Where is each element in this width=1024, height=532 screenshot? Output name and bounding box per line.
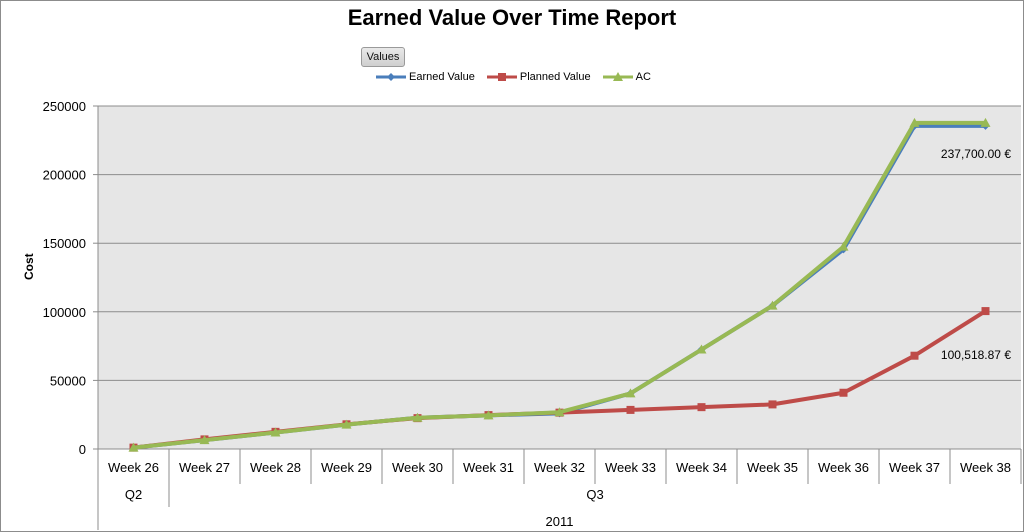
x-tick-label-7: Week 33 [605, 460, 656, 475]
point-ac-9 [767, 300, 778, 310]
y-tick-label-2: 100000 [43, 305, 86, 320]
legend: Earned Value Planned Value AC [376, 71, 663, 83]
point-planned-value-11 [910, 351, 919, 360]
point-planned-value-10 [839, 388, 848, 397]
x-tick-label-3: Week 29 [321, 460, 372, 475]
x-tick-label-5: Week 31 [463, 460, 514, 475]
chart-title: Earned Value Over Time Report [347, 5, 677, 30]
legend-swatch-planned-value [486, 73, 517, 81]
values-filter-button[interactable]: Values [361, 47, 405, 67]
x-tick-label-4: Week 30 [392, 460, 443, 475]
legend-item-earned-value[interactable]: Earned Value [376, 71, 475, 83]
x-tick-label-6: Week 32 [534, 460, 585, 475]
point-ac-3 [341, 419, 352, 429]
point-ac-1 [199, 435, 210, 445]
legend-item-ac[interactable]: AC [602, 71, 651, 83]
y-tick-label-0: 0 [79, 442, 86, 457]
x-tick-label-1: Week 27 [179, 460, 230, 475]
point-ac-10 [838, 241, 849, 251]
point-ac-11 [909, 117, 920, 127]
point-ac-5 [483, 410, 494, 420]
plot-area [98, 106, 1021, 449]
x-tick-label-11: Week 37 [889, 460, 940, 475]
point-ac-2 [270, 427, 281, 437]
point-ac-8 [696, 344, 707, 354]
x-tick-label-0: Week 26 [108, 460, 159, 475]
x-tick-label-10: Week 36 [818, 460, 869, 475]
legend-item-planned-value[interactable]: Planned Value [486, 71, 591, 83]
legend-swatch-ac [602, 72, 633, 81]
year-label: 2011 [546, 514, 574, 529]
legend-label-ac: AC [635, 71, 651, 83]
point-ac-7 [625, 388, 636, 398]
y-tick-label-1: 50000 [50, 373, 86, 388]
x-tick-label-2: Week 28 [250, 460, 301, 475]
point-ac-6 [554, 407, 565, 417]
point-planned-value-9 [768, 400, 777, 409]
data-label-1: 100,518.87 € [941, 348, 1011, 362]
y-tick-label-4: 200000 [43, 168, 86, 183]
point-planned-value-12 [981, 307, 990, 316]
x-tick-label-8: Week 34 [676, 460, 727, 475]
legend-label-earned-value: Earned Value [409, 71, 475, 83]
point-ac-4 [412, 412, 423, 422]
x-tick-label-9: Week 35 [747, 460, 798, 475]
legend-label-planned-value: Planned Value [519, 71, 591, 83]
point-planned-value-8 [697, 403, 706, 412]
legend-swatch-earned-value [376, 73, 406, 81]
data-label-0: 237,700.00 € [941, 147, 1011, 161]
x-tick-label-12: Week 38 [960, 460, 1011, 475]
quarter-label-q2: Q2 [125, 487, 142, 502]
y-tick-label-3: 150000 [43, 236, 86, 251]
point-ac-0 [128, 442, 139, 452]
quarter-label-q3: Q3 [586, 487, 603, 502]
y-tick-label-5: 250000 [43, 99, 86, 114]
point-planned-value-7 [626, 405, 635, 414]
point-ac-12 [980, 117, 991, 127]
